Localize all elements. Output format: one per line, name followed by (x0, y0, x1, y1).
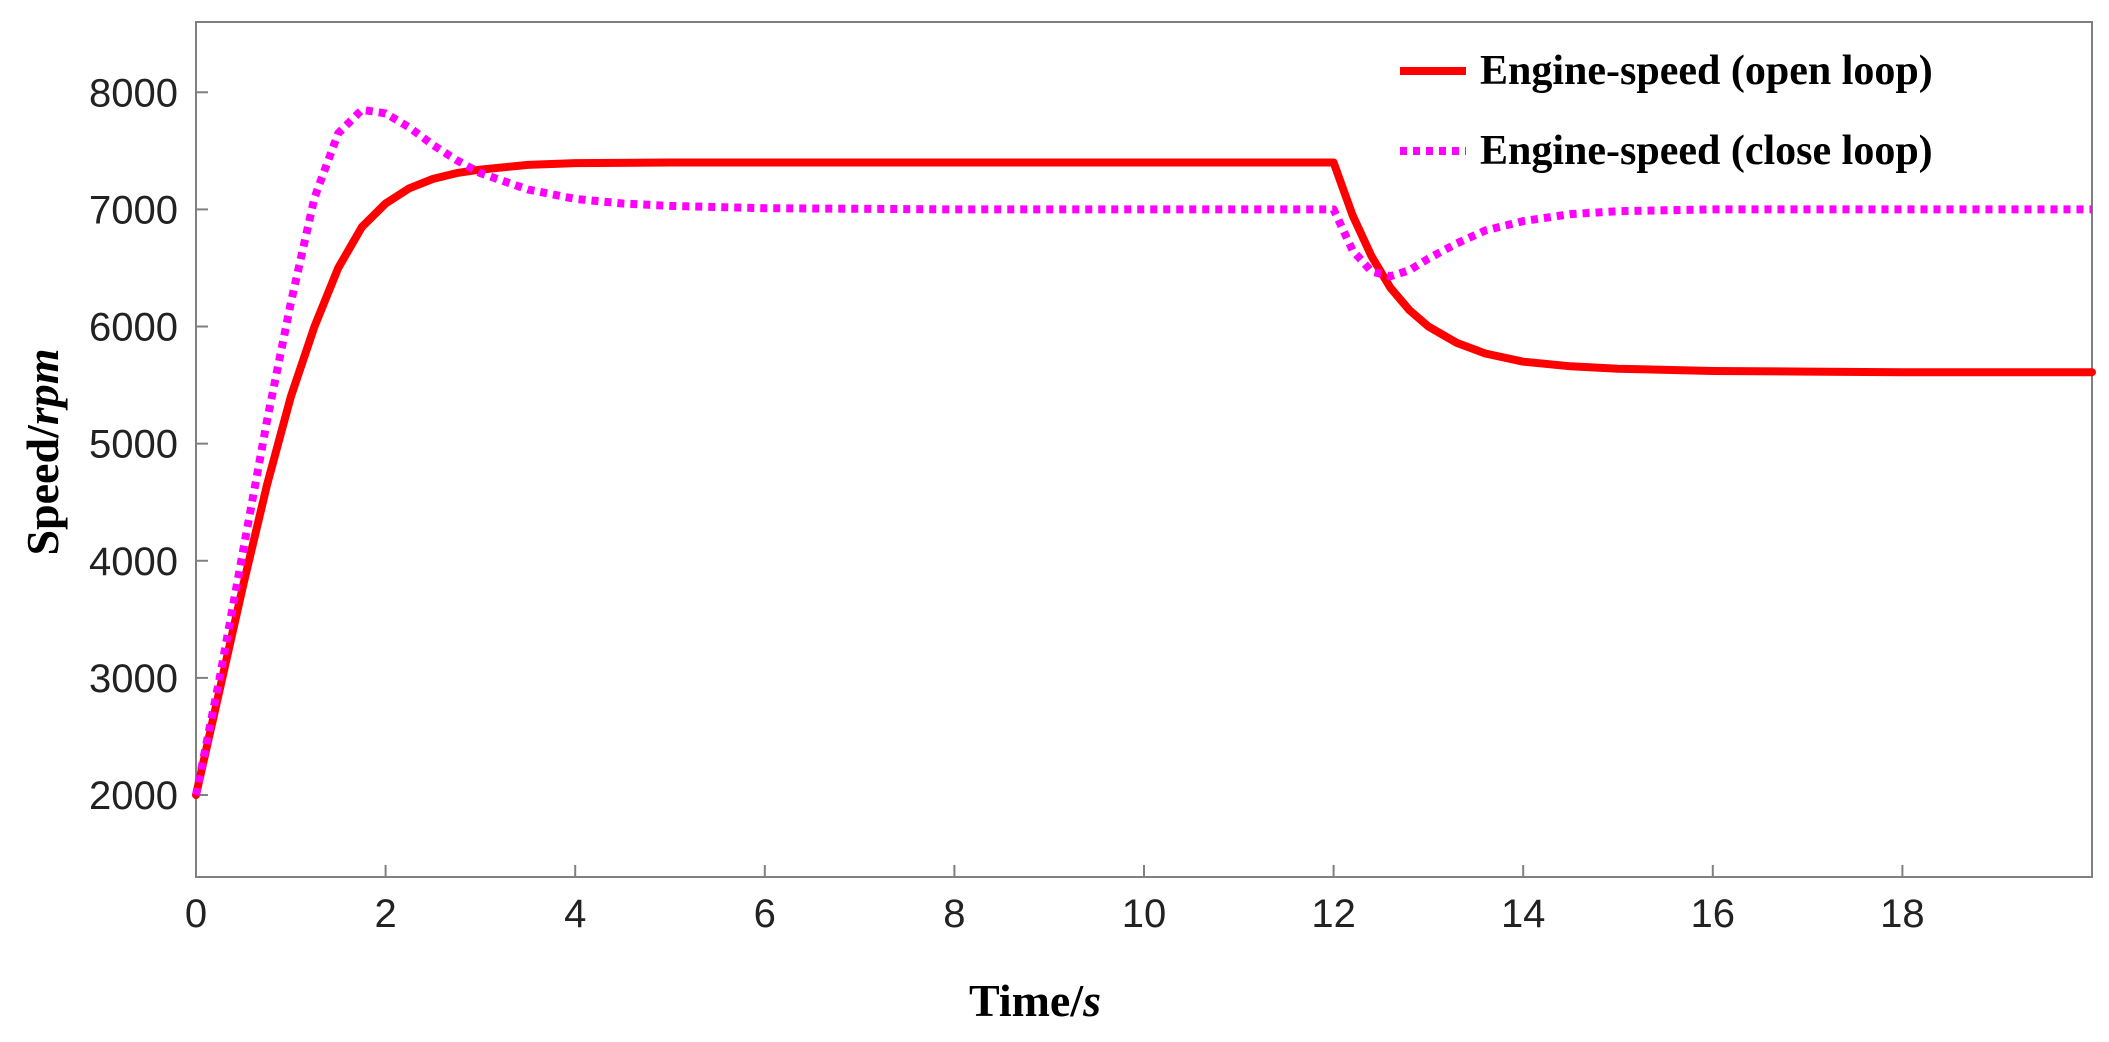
ticks-layer: 0 2 4 6 8 10 12 14 16 18 2000 3000 4000 5000 6000 7000 8… (89, 71, 1925, 936)
x-axis-title-unit: s (1082, 975, 1101, 1026)
y-tick-label: 4000 (89, 540, 178, 584)
x-tick-label: 6 (754, 892, 776, 936)
x-tick-label: 18 (1880, 892, 1925, 936)
y-tick-label: 5000 (89, 423, 178, 467)
x-tick-label: 2 (374, 892, 396, 936)
series-line-open-loop (192, 158, 2096, 799)
x-tick-label: 12 (1311, 892, 1356, 936)
legend: Engine-speed (open loop) Engine-speed (c… (1400, 48, 1933, 174)
y-tick-label: 3000 (89, 657, 178, 701)
series-layer (192, 105, 2096, 799)
x-tick-label: 0 (185, 892, 207, 936)
x-tick-label: 16 (1691, 892, 1736, 936)
x-axis-title-main: Time/ (969, 975, 1084, 1026)
y-tick-label: 2000 (89, 774, 178, 818)
x-tick-label: 8 (943, 892, 965, 936)
series-line-close-loop (192, 105, 2092, 796)
y-axis-title-main: Speed/ (17, 424, 68, 556)
x-tick-label: 14 (1501, 892, 1546, 936)
legend-label-open-loop: Engine-speed (open loop) (1480, 48, 1933, 94)
y-tick-label: 6000 (89, 306, 178, 350)
x-tick-label: 10 (1122, 892, 1167, 936)
x-axis-title: Time/s (969, 975, 1101, 1026)
y-axis-title: Speed/rpm (17, 348, 68, 555)
y-axis-title-unit: rpm (17, 348, 68, 425)
y-tick-label: 7000 (89, 188, 178, 232)
y-tick-label: 8000 (89, 71, 178, 115)
x-tick-label: 4 (564, 892, 586, 936)
legend-label-close-loop: Engine-speed (close loop) (1480, 128, 1933, 174)
